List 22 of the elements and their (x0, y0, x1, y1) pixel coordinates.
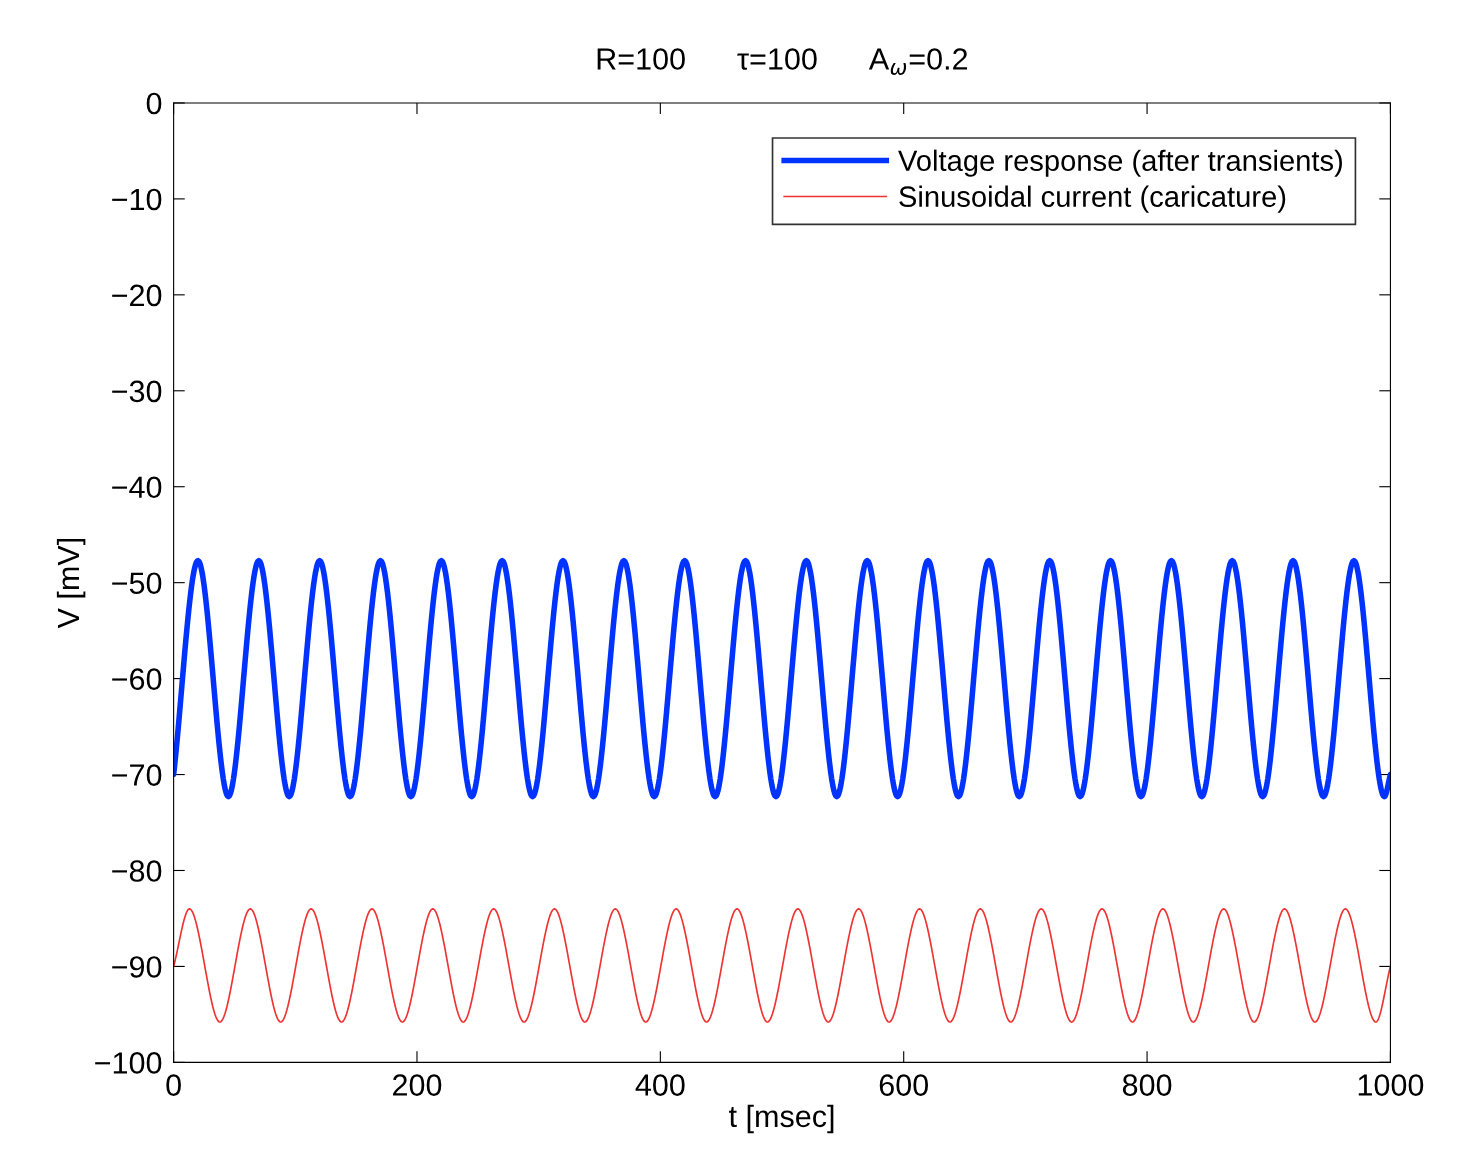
x-tick-label: 0 (166, 1074, 181, 1096)
x-tick-label: 1000 (1358, 1074, 1424, 1096)
x-tick-label: 600 (879, 1074, 928, 1096)
y-tick-label: −90 (112, 956, 162, 978)
y-tick-label: 0 (146, 92, 162, 115)
y-tick-label: −10 (112, 188, 162, 211)
y-axis-title: V [mV] (56, 539, 86, 629)
x-tick-label: 400 (635, 1074, 685, 1096)
y-tick-label: −30 (112, 380, 162, 403)
x-tick-label: 200 (393, 1074, 442, 1096)
y-tick-label: −50 (112, 572, 162, 595)
y-tick-label: −100 (95, 1052, 162, 1074)
legend-label: Sinusoidal current (caricature) (899, 185, 1286, 213)
x-tick-label: 800 (1122, 1074, 1172, 1096)
y-tick-label: −80 (112, 860, 162, 882)
y-tick-label: −70 (112, 764, 162, 786)
chart-title: R=100 τ=100 A$_{ω}$=0.2 (597, 48, 968, 75)
x-axis-title: t [msec] (729, 1104, 834, 1134)
legend-label: Voltage response (after transients) (898, 149, 1342, 177)
y-tick-label: −40 (112, 476, 162, 499)
y-tick-label: −20 (112, 284, 162, 307)
y-tick-label: −60 (112, 668, 162, 690)
